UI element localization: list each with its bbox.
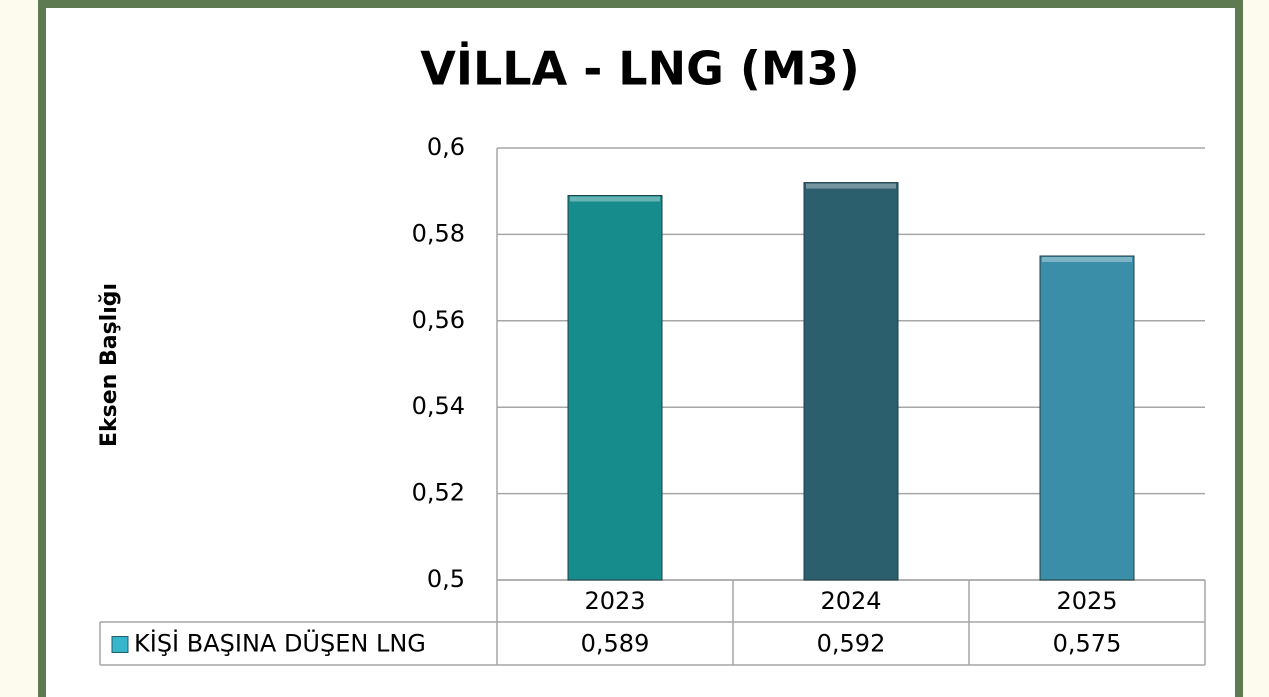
x-tick-label: 2025 [1056, 587, 1117, 615]
y-tick-label: 0,5 [427, 565, 465, 593]
bar-highlight [806, 183, 896, 189]
data-label: 0,589 [581, 630, 650, 658]
chart-title: VİLLA - LNG (M3) [420, 42, 859, 96]
bar [803, 182, 899, 581]
bar [567, 195, 663, 581]
bar-highlight [1042, 257, 1132, 262]
bar-highlight [570, 196, 660, 202]
legend-swatch [111, 636, 129, 653]
y-tick-label: 0,6 [427, 133, 465, 161]
y-tick-label: 0,52 [412, 479, 465, 507]
x-tick-label: 2023 [584, 587, 645, 615]
y-tick-label: 0,56 [412, 306, 465, 334]
data-label: 0,575 [1053, 630, 1122, 658]
y-axis-label: Eksen Başlığı [97, 283, 122, 447]
x-tick-label: 2024 [820, 587, 881, 615]
legend-label: KİŞİ BAŞINA DÜŞEN LNG [134, 629, 426, 658]
y-tick-label: 0,54 [412, 392, 465, 420]
bar [1039, 255, 1135, 581]
y-tick-label: 0,58 [412, 219, 465, 247]
data-label: 0,592 [817, 630, 886, 658]
